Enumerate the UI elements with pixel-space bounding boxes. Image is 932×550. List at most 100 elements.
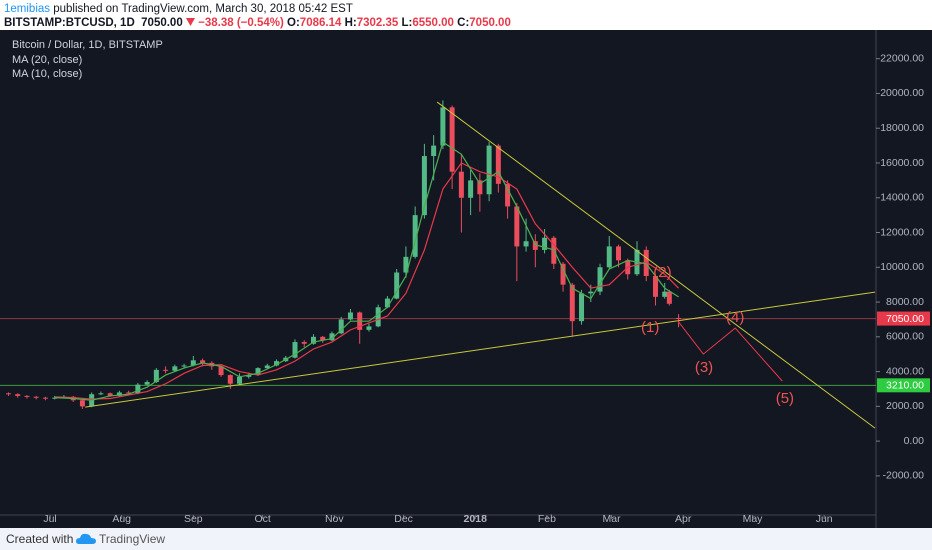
- candle-body: [144, 382, 150, 385]
- candle-body: [495, 145, 501, 184]
- candle-body: [375, 307, 381, 327]
- c-label: C:: [457, 17, 470, 29]
- candle-body: [329, 333, 335, 341]
- candle-body: [662, 291, 668, 297]
- last: 7050.00: [141, 17, 183, 29]
- y-tick-label: 0.00: [904, 435, 925, 447]
- candle-body: [79, 400, 85, 407]
- candle-body: [172, 366, 178, 371]
- candle-body: [384, 298, 390, 308]
- candle-body: [246, 375, 252, 377]
- candle-body: [190, 360, 196, 366]
- y-tick-label: 12000.00: [880, 226, 924, 238]
- candle-body: [126, 392, 132, 394]
- l-label: L:: [401, 17, 413, 29]
- wave-label: (5): [776, 390, 794, 407]
- candle-body: [569, 284, 575, 322]
- y-tick-label: 14000.00: [880, 192, 924, 204]
- candle-body: [403, 256, 409, 273]
- x-tick-label: May: [743, 513, 764, 525]
- price-tag-label: 3210.00: [886, 380, 924, 392]
- x-tick-label: Feb: [538, 513, 556, 525]
- o-value: 7086.14: [299, 17, 342, 29]
- candle-body: [264, 365, 270, 369]
- price-tag: [877, 311, 930, 326]
- y-tick-label: 2000.00: [886, 400, 924, 412]
- legend-entry: MA (10, close): [12, 68, 82, 80]
- candle-body: [320, 336, 326, 341]
- y-tick-label: 8000.00: [886, 296, 924, 308]
- plot: (1) (2) (3) (4) (5): [0, 100, 876, 429]
- y-tick-label: 22000.00: [880, 52, 924, 64]
- h-label: H:: [344, 17, 357, 29]
- x-tick-label: Apr: [675, 513, 692, 525]
- candle-body: [255, 368, 261, 376]
- chart: (1) (2) (3) (4) (5) -2000.00 0.00 2000.00 4000.…: [0, 30, 932, 528]
- wave-label: (3): [695, 359, 713, 376]
- user: 1emibias: [4, 3, 51, 15]
- candle-body: [98, 393, 104, 395]
- x-tick-label: 2018: [464, 513, 488, 525]
- candle-body: [616, 246, 622, 261]
- candle-body: [274, 361, 280, 366]
- logo: [76, 533, 96, 544]
- candle-body: [33, 396, 39, 398]
- candle-body: [338, 319, 344, 334]
- candle-body: [227, 375, 233, 384]
- x-tick-label: Jul: [43, 513, 56, 525]
- wave-label: (4): [726, 309, 744, 326]
- candle-body: [394, 272, 400, 299]
- candle-body: [116, 392, 122, 396]
- candle-body: [588, 291, 594, 294]
- candle-body: [153, 369, 159, 383]
- candle-body: [579, 293, 585, 322]
- y-tick-label: -2000.00: [883, 470, 925, 482]
- candle-body: [449, 107, 455, 172]
- moving-average: [54, 141, 679, 401]
- c-value: 7050.00: [469, 17, 511, 29]
- candle-body: [458, 171, 464, 198]
- candle-body: [486, 145, 492, 195]
- trend-line: [436, 101, 876, 429]
- candle-body: [560, 263, 566, 285]
- moving-average: [54, 162, 680, 400]
- candle-body: [431, 145, 437, 157]
- candle-body: [652, 275, 658, 297]
- candle-body: [440, 107, 446, 146]
- candle-body: [163, 369, 169, 371]
- published: published on TradingView.com, March 30, …: [53, 3, 353, 15]
- candle-body: [421, 156, 427, 216]
- candle-body: [643, 249, 649, 276]
- trend-line: [85, 291, 876, 408]
- y-tick-label: 10000.00: [880, 261, 924, 273]
- y-tick-label: 4000.00: [886, 365, 924, 377]
- legend-entry: MA (20, close): [12, 54, 82, 66]
- trend-line: [676, 319, 783, 382]
- candle-body: [532, 241, 538, 250]
- axes: -2000.00 0.00 2000.00 4000.00 6000.00 8000.00…: [43, 52, 930, 525]
- candle-body: [15, 394, 21, 396]
- x-tick-label: Aug: [112, 513, 131, 525]
- candle-body: [676, 317, 682, 319]
- candle-body: [310, 336, 316, 344]
- candle-body: [412, 215, 418, 257]
- y-tick-label: 16000.00: [880, 157, 924, 169]
- symbol: BITSTAMP:BTCUSD, 1D: [4, 17, 135, 29]
- down-arrow: [185, 18, 195, 26]
- candle-body: [200, 360, 206, 363]
- header: 1emibias published on TradingView.com, M…: [0, 0, 932, 30]
- footer: Created with TradingView: [0, 528, 932, 550]
- candle-body: [366, 326, 372, 330]
- candle-body: [301, 342, 307, 344]
- wave-label: (1): [641, 319, 659, 336]
- publish-line: 1emibias published on TradingView.com, M…: [4, 3, 353, 15]
- quote-line: BITSTAMP:BTCUSD, 1D 7050.00 −38.38 (−0.5…: [4, 17, 511, 29]
- candle-body: [523, 241, 529, 247]
- candle-body: [135, 384, 141, 394]
- x-tick-label: Nov: [325, 513, 344, 525]
- created-with: Created with: [6, 532, 74, 546]
- x-tick-label: Mar: [603, 513, 622, 525]
- candle-body: [218, 366, 224, 376]
- candle-body: [505, 183, 511, 207]
